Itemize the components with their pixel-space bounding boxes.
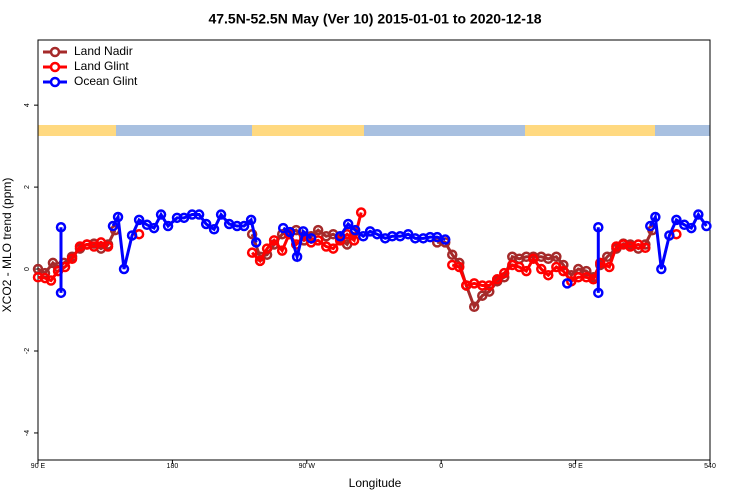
y-tick-label: 0	[24, 267, 31, 271]
point	[193, 209, 205, 220]
legend-marker	[49, 61, 61, 73]
point	[126, 230, 138, 241]
point	[291, 251, 303, 263]
plot-frame	[37, 39, 711, 461]
point	[693, 209, 704, 220]
series-line	[59, 211, 708, 293]
x-tick-label: 180	[167, 463, 179, 470]
point	[602, 251, 613, 263]
point	[498, 267, 510, 279]
point	[561, 278, 573, 289]
point	[543, 269, 554, 281]
point	[112, 211, 124, 223]
point	[334, 231, 346, 242]
point	[645, 220, 656, 232]
point	[558, 265, 569, 277]
point	[528, 253, 539, 265]
point	[521, 265, 532, 277]
y-tick-label: -2	[24, 348, 31, 354]
x-tick-label: 90 E	[31, 463, 46, 470]
point	[593, 287, 604, 299]
point	[491, 274, 503, 285]
legend-label: Land Glint	[74, 59, 129, 73]
point	[238, 220, 250, 232]
point	[454, 261, 465, 273]
legend-marker	[49, 76, 61, 88]
y-axis-label: XCO2 - MLO trend (ppm)	[0, 178, 14, 313]
legend-label: Land Nadir	[74, 44, 133, 58]
y-tick-label: 2	[24, 185, 31, 189]
land-ocean-strip	[38, 125, 710, 136]
point	[276, 245, 288, 256]
point	[439, 234, 451, 245]
point	[133, 214, 145, 226]
x-tick-label: 90 E	[568, 463, 583, 470]
point	[261, 243, 273, 254]
x-tick-label: 540	[704, 463, 716, 470]
point	[268, 235, 280, 246]
point	[66, 253, 78, 265]
point	[208, 224, 220, 235]
y-tick-label: 4	[24, 103, 31, 107]
x-tick-label: 0	[439, 463, 443, 470]
point	[342, 218, 354, 230]
legend-label: Ocean Glint	[74, 74, 138, 88]
point	[484, 286, 495, 297]
chart-title: 47.5N-52.5N May (Ver 10) 2015-01-01 to 2…	[208, 11, 541, 27]
point	[447, 249, 458, 260]
point	[348, 235, 360, 246]
point	[297, 226, 309, 237]
point	[650, 211, 661, 223]
point	[312, 224, 324, 236]
point	[200, 218, 212, 230]
point	[245, 214, 257, 226]
point	[254, 255, 266, 267]
point	[334, 235, 346, 246]
point	[484, 280, 495, 291]
point	[604, 261, 615, 273]
point	[284, 226, 296, 238]
point	[357, 231, 369, 242]
point	[45, 275, 57, 286]
x-axis-label: Longitude	[349, 476, 402, 490]
point	[701, 220, 712, 232]
point	[594, 257, 606, 269]
point	[162, 220, 174, 232]
point	[250, 237, 262, 248]
point	[102, 241, 114, 252]
y-tick-label: -4	[24, 430, 31, 436]
point	[215, 209, 227, 220]
point	[155, 209, 167, 220]
point	[349, 224, 361, 236]
point	[593, 222, 604, 233]
point	[686, 222, 697, 234]
point	[355, 207, 367, 218]
point	[551, 251, 562, 263]
point	[55, 222, 67, 233]
point	[327, 243, 339, 254]
point	[246, 247, 258, 258]
x-tick-label: 90 W	[299, 463, 316, 470]
point	[55, 287, 67, 299]
point	[664, 230, 675, 241]
point	[118, 263, 130, 275]
point	[640, 242, 651, 253]
point	[581, 265, 592, 277]
point	[371, 228, 383, 240]
legend-marker	[49, 46, 61, 58]
point	[671, 214, 682, 226]
point	[305, 233, 317, 244]
point	[148, 222, 160, 234]
point	[107, 220, 119, 232]
point	[468, 301, 480, 313]
point	[536, 263, 547, 275]
point	[656, 263, 667, 275]
